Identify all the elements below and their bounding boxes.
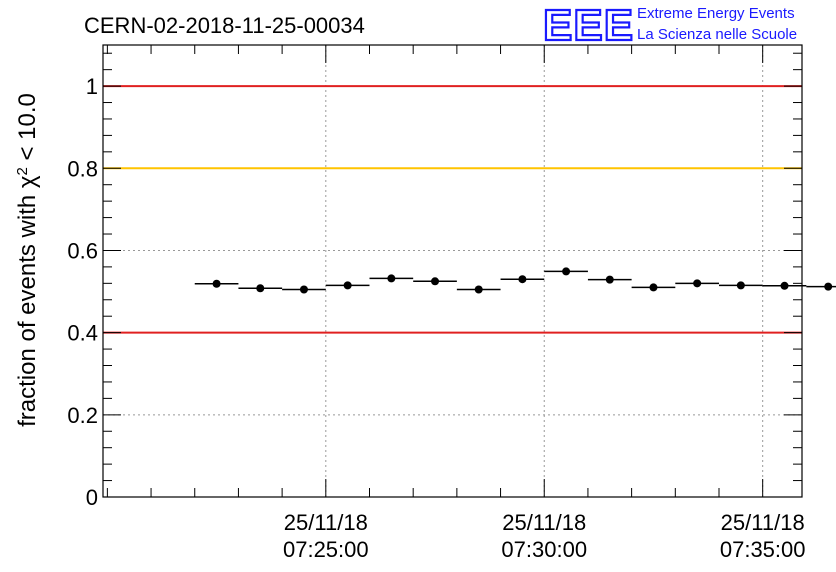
data-point: [605, 275, 614, 284]
data-point: [649, 283, 658, 292]
data-point: [562, 267, 571, 276]
data-point: [212, 279, 221, 288]
data-series: [194, 267, 836, 294]
axes: 00.20.40.60.8125/11/1807:25:0025/11/1807…: [67, 44, 806, 562]
data-point: [474, 285, 483, 294]
data-point: [736, 281, 745, 290]
data-point: [780, 281, 789, 290]
eee-logo: EEE Extreme Energy Events La Scienza nel…: [542, 0, 797, 51]
y-axis-title-sup: 2: [14, 167, 31, 175]
y-axis-title: fraction of events with χ2 < 10.0: [14, 93, 42, 427]
y-axis-title-suffix: < 10.0: [14, 93, 41, 167]
data-point: [343, 281, 352, 290]
data-point: [431, 277, 440, 286]
x-tick-label-date: 25/11/18: [502, 510, 586, 535]
x-tick-label-date: 25/11/18: [721, 510, 805, 535]
y-tick-label: 0.2: [67, 403, 98, 428]
y-tick-label: 1: [86, 74, 98, 99]
y-tick-label: 0: [86, 485, 98, 510]
y-tick-label: 0.8: [67, 156, 98, 181]
logo-mark: EEE: [543, 1, 634, 50]
data-point: [693, 279, 702, 288]
data-point: [387, 274, 396, 283]
x-tick-label-time: 07:30:00: [501, 537, 587, 562]
reference-lines: [103, 85, 802, 334]
data-point: [256, 284, 265, 293]
x-tick-label-time: 07:25:00: [283, 537, 369, 562]
x-tick-label-date: 25/11/18: [284, 510, 368, 535]
y-tick-label: 0.4: [67, 321, 98, 346]
y-axis-title-symbol: χ: [14, 175, 41, 188]
grid-layer: [103, 45, 802, 497]
logo-line-2: La Scienza nelle Scuole: [637, 26, 797, 43]
y-tick-label: 0.6: [67, 238, 98, 263]
chart-title: CERN-02-2018-11-25-00034: [84, 13, 365, 38]
data-point: [518, 275, 527, 284]
y-axis-title-prefix: fraction of events with: [14, 188, 41, 427]
logo-line-1: Extreme Energy Events: [637, 5, 795, 22]
x-tick-label-time: 07:35:00: [720, 537, 806, 562]
plot-frame: [102, 44, 803, 498]
data-point: [299, 285, 308, 294]
data-point: [824, 282, 833, 291]
